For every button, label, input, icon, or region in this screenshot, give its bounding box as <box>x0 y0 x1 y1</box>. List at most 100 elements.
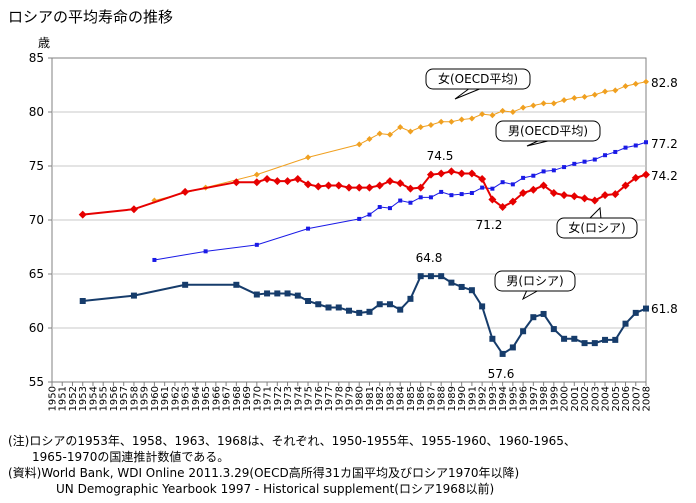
x-tick-label: 1967 <box>222 386 233 411</box>
data-point <box>550 326 557 333</box>
data-point <box>233 281 240 288</box>
callout-bubble <box>495 120 601 142</box>
data-point <box>549 189 558 197</box>
x-tick-label: 2005 <box>611 386 622 411</box>
data-point <box>397 124 404 131</box>
value-annotation: 57.6 <box>488 367 515 381</box>
x-tick-label: 1961 <box>160 386 171 411</box>
data-point <box>398 198 403 203</box>
data-point <box>448 118 455 125</box>
data-point <box>396 179 405 188</box>
data-point <box>253 171 260 178</box>
value-annotation: 64.8 <box>416 251 443 265</box>
y-tick-label: 65 <box>29 267 44 281</box>
data-point <box>416 183 425 192</box>
data-point <box>611 190 620 199</box>
data-point <box>375 181 384 190</box>
data-point <box>263 174 272 183</box>
x-tick-label: 1957 <box>119 386 130 411</box>
data-point <box>591 340 598 347</box>
data-point <box>306 226 311 231</box>
data-point <box>293 174 302 183</box>
data-point <box>355 183 364 192</box>
x-tick-label: 1969 <box>242 386 253 411</box>
data-point <box>570 192 579 201</box>
data-point <box>510 182 515 187</box>
data-point <box>356 309 363 316</box>
data-point <box>283 177 292 186</box>
data-point <box>386 131 393 138</box>
data-point <box>581 93 588 100</box>
y-tick-label: 60 <box>29 321 44 335</box>
data-point <box>305 298 312 304</box>
data-point <box>644 140 648 145</box>
data-point <box>520 328 527 335</box>
data-point <box>509 109 516 115</box>
data-point <box>458 116 465 123</box>
data-point <box>490 186 495 191</box>
x-tick-label: 1980 <box>355 386 366 411</box>
x-tick-label: 1959 <box>140 386 151 411</box>
data-point <box>571 335 578 342</box>
data-point <box>386 301 393 308</box>
x-tick-label: 1994 <box>498 386 509 411</box>
data-point <box>376 130 383 137</box>
callout-bubble <box>425 68 531 90</box>
x-tick-label: 1995 <box>508 386 519 411</box>
data-point <box>489 335 496 342</box>
data-point <box>385 177 394 186</box>
data-point <box>408 200 413 205</box>
x-tick-label: 1986 <box>416 386 427 411</box>
x-tick-label: 2001 <box>570 386 581 411</box>
data-point <box>254 242 259 247</box>
data-point <box>426 170 435 179</box>
x-tick-label: 1965 <box>201 386 212 411</box>
data-point <box>621 181 630 190</box>
value-annotation: 74.2 <box>651 169 678 183</box>
x-tick-label: 1984 <box>396 386 407 411</box>
callout-bubble <box>556 217 638 239</box>
data-point <box>469 191 474 195</box>
data-point <box>550 100 557 107</box>
data-point <box>499 350 506 357</box>
x-tick-label: 1955 <box>99 386 110 411</box>
data-point <box>499 107 506 114</box>
x-tick-label: 1979 <box>345 386 356 411</box>
data-point <box>438 273 445 280</box>
data-point <box>324 181 333 190</box>
x-tick-label: 1992 <box>478 386 489 411</box>
x-tick-label: 1972 <box>273 386 284 411</box>
data-point <box>622 320 629 327</box>
data-point <box>623 145 628 150</box>
data-point <box>397 306 404 313</box>
x-tick-label: 1989 <box>447 386 458 411</box>
data-point <box>539 181 548 190</box>
x-tick-label: 1958 <box>129 386 140 411</box>
data-point <box>459 192 464 197</box>
callout-bubble <box>494 270 576 292</box>
callout-label: 女(OECD平均) <box>438 71 518 86</box>
data-point <box>612 336 619 343</box>
data-point <box>366 308 373 315</box>
data-point <box>417 273 424 280</box>
data-point <box>325 304 332 311</box>
y-tick-label: 55 <box>29 375 44 389</box>
data-point <box>530 314 537 321</box>
data-point <box>79 298 86 304</box>
x-tick-label: 1960 <box>150 386 161 411</box>
x-tick-label: 1975 <box>304 386 315 411</box>
value-annotation: 71.2 <box>476 218 503 232</box>
x-tick-label: 1988 <box>437 386 448 411</box>
value-annotation: 82.8 <box>651 76 678 90</box>
data-point <box>531 173 536 178</box>
data-point <box>632 80 639 87</box>
data-point <box>468 287 475 294</box>
data-point <box>643 78 649 85</box>
data-point <box>581 340 588 347</box>
data-point <box>480 185 485 190</box>
data-point <box>78 210 87 219</box>
data-point <box>252 178 261 187</box>
data-point <box>274 290 281 297</box>
data-point <box>562 165 567 170</box>
data-point <box>500 180 505 185</box>
